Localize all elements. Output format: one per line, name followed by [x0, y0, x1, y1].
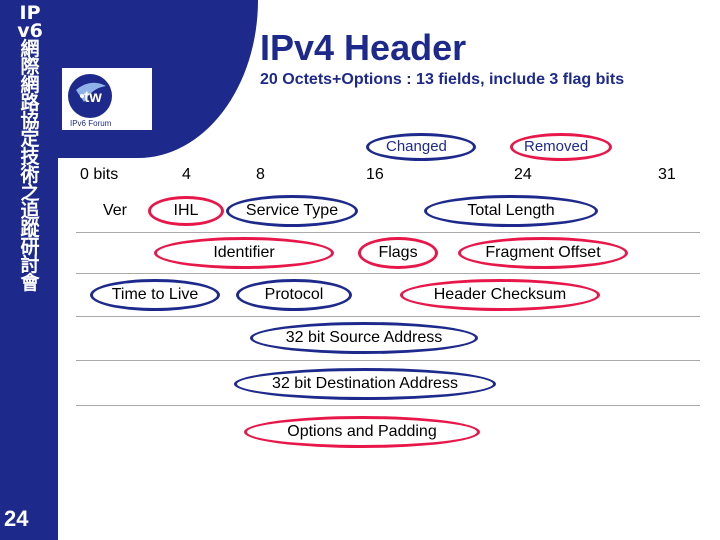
field-destination-address: 32 bit Destination Address: [272, 375, 458, 392]
field-protocol-marker: [236, 279, 352, 311]
bit-label-4: 4: [182, 166, 191, 183]
ipv6-forum-logo: tw IPv6 Forum: [62, 68, 152, 130]
field-total-length-marker: [424, 195, 598, 227]
vertical-title: IPv6網際網路協定技術之追蹤研討會: [17, 2, 43, 294]
field-protocol: Protocol: [264, 286, 324, 303]
field-options-padding: Options and Padding: [287, 423, 437, 440]
field-flags-marker: [358, 237, 438, 269]
bit-label-16: 16: [366, 166, 384, 183]
legend-changed-label: Changed: [386, 138, 447, 155]
field-destination-address-marker: [234, 368, 496, 400]
field-service-type: Service Type: [245, 202, 339, 219]
row-divider: [76, 316, 700, 317]
page-subtitle: 20 Octets+Options : 13 fields, include 3…: [260, 71, 625, 88]
row-divider: [76, 232, 700, 233]
field-identifier-marker: [154, 237, 334, 269]
field-identifier: Identifier: [213, 244, 275, 261]
row-divider: [76, 273, 700, 274]
field-time-to-live: Time to Live: [111, 286, 199, 303]
field-header-checksum-marker: [400, 279, 600, 311]
field-source-address: 32 bit Source Address: [285, 329, 443, 346]
row-divider: [76, 405, 700, 406]
row-divider: [76, 360, 700, 361]
svg-text:tw: tw: [84, 89, 102, 106]
slide-number: 24: [4, 506, 29, 531]
field-ver: Ver: [102, 202, 127, 219]
field-service-type-marker: [226, 195, 358, 227]
bit-label-31: 31: [658, 166, 676, 183]
bit-label-8: 8: [256, 166, 265, 183]
field-flags: Flags: [378, 244, 418, 261]
legend-removed-label: Removed: [524, 138, 589, 155]
page-title: IPv4 Header: [260, 27, 467, 68]
legend-changed-marker: [366, 133, 476, 161]
field-time-to-live-marker: [90, 279, 220, 311]
field-options-padding-marker: [244, 416, 480, 448]
field-source-address-marker: [250, 322, 478, 354]
field-fragment-offset-marker: [458, 237, 628, 269]
field-header-checksum: Header Checksum: [433, 286, 567, 303]
field-ihl-marker: [148, 196, 224, 226]
bit-label-0: 0 bits: [80, 166, 119, 183]
field-fragment-offset: Fragment Offset: [485, 244, 601, 261]
field-total-length: Total Length: [467, 202, 555, 219]
sidebar: IPv6網際網路協定技術之追蹤研討會 24: [0, 0, 58, 540]
logo-text: IPv6 Forum: [70, 119, 112, 128]
field-ihl: IHL: [173, 202, 199, 219]
legend-removed-marker: [510, 133, 612, 161]
bit-label-24: 24: [514, 166, 532, 183]
